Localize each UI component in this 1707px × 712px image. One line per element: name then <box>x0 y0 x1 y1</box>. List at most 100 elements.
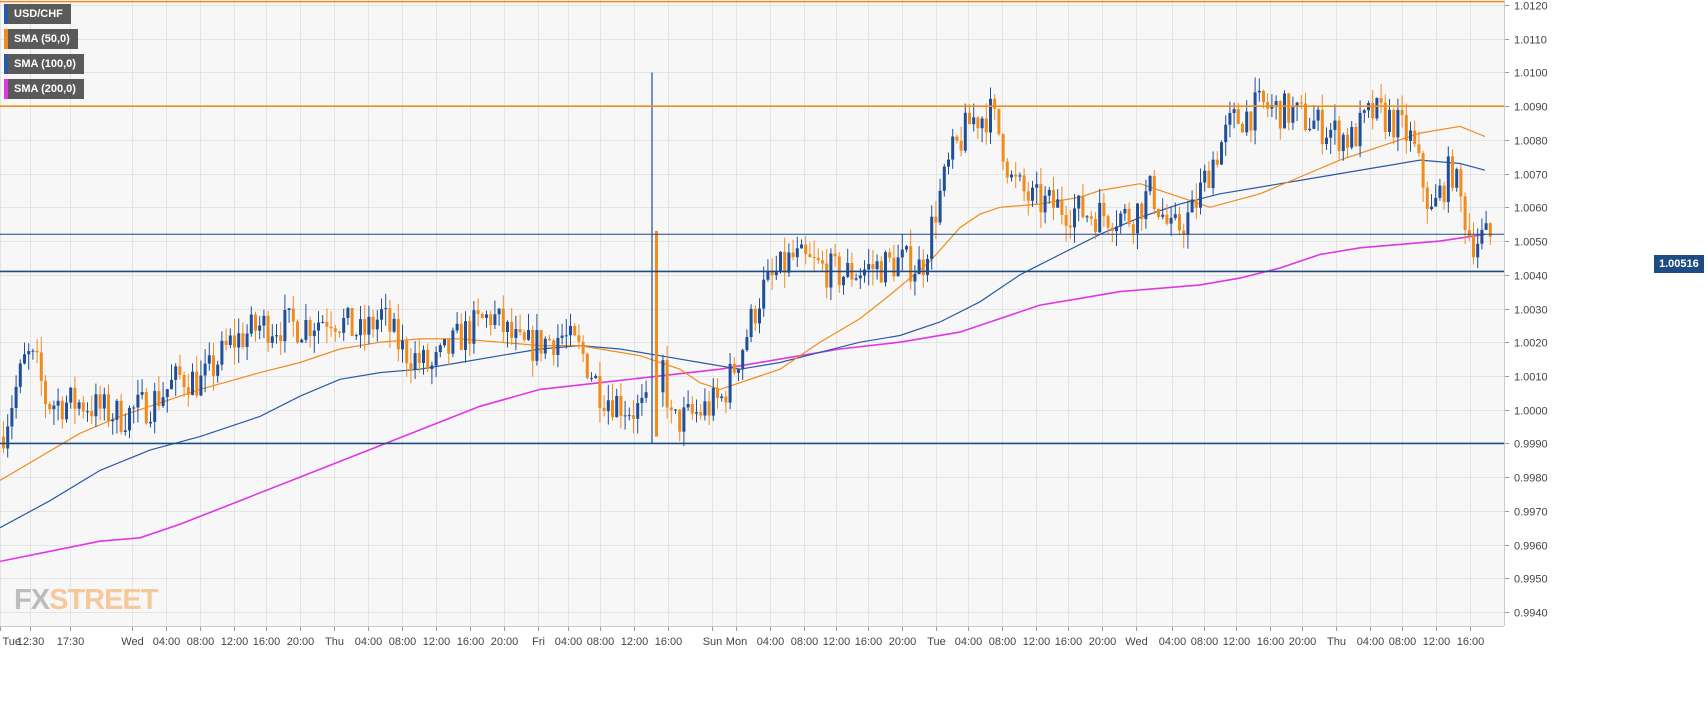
candle-up <box>606 400 610 412</box>
candle-down <box>678 409 682 432</box>
candle-up <box>1257 90 1261 93</box>
candle-up <box>947 159 950 167</box>
candle-up <box>1430 206 1433 210</box>
candle-down <box>892 257 896 277</box>
candle-down <box>1413 130 1417 145</box>
candle-down <box>308 319 312 337</box>
candle-down <box>396 318 400 350</box>
candle-down <box>955 136 959 141</box>
legend-swatch <box>4 4 8 24</box>
candle-down <box>186 387 190 395</box>
candle-down <box>1178 214 1181 231</box>
x-tick-label: 16:00 <box>855 636 883 648</box>
candle-up <box>1190 199 1194 213</box>
candle-down <box>665 360 669 408</box>
candle-up <box>174 366 178 380</box>
candle-up <box>1228 113 1232 125</box>
candle-up <box>455 323 459 331</box>
candle-up <box>191 371 194 395</box>
candle-up <box>464 321 467 350</box>
candle-down <box>1442 185 1446 203</box>
candle-down <box>279 335 283 342</box>
candle-down <box>1127 208 1131 225</box>
candle-down <box>1102 202 1106 217</box>
candle-up <box>300 339 304 343</box>
fxstreet-logo: FXSTREET <box>14 584 158 617</box>
candle-down <box>107 394 110 422</box>
candle-up <box>359 319 362 336</box>
candle-up <box>682 407 686 432</box>
candle-up <box>451 330 455 354</box>
candle-down <box>371 316 375 330</box>
candle-up <box>342 318 346 333</box>
candle-up <box>220 340 224 365</box>
candle-up <box>1010 174 1013 178</box>
candle-down <box>426 349 430 370</box>
candle-up <box>703 401 707 416</box>
candle-down <box>921 259 925 276</box>
candle-up <box>930 216 934 260</box>
candle-up <box>304 319 308 340</box>
candle-up <box>422 349 425 364</box>
candle-up <box>1119 213 1123 227</box>
candle-up <box>497 308 501 315</box>
candle-down <box>573 325 577 336</box>
candle-up <box>846 262 850 277</box>
x-tick-label: 16:00 <box>655 636 683 648</box>
candle-up <box>438 345 442 353</box>
candle-down <box>1417 144 1421 154</box>
candle-up <box>900 249 904 258</box>
candle-up <box>745 337 749 351</box>
candle-down <box>833 253 837 257</box>
candle-down <box>632 415 635 419</box>
y-tick-label: 1.0010 <box>1514 372 1548 384</box>
legend-item-symbol[interactable]: USD/CHF <box>4 4 84 24</box>
candle-down <box>585 353 589 379</box>
candle-up <box>165 389 169 398</box>
candle-down <box>984 118 988 133</box>
candle-up <box>317 322 320 331</box>
candle-down <box>1392 109 1396 138</box>
candle-up <box>1018 175 1022 177</box>
y-tick-label: 1.0000 <box>1514 406 1548 418</box>
y-tick-label: 0.9990 <box>1514 439 1548 451</box>
x-tick-label: Wed <box>121 636 143 648</box>
candle-up <box>149 421 152 424</box>
candle-up <box>1350 126 1354 148</box>
candle-up <box>392 318 396 332</box>
candle-up <box>6 426 10 449</box>
candle-down <box>144 392 148 424</box>
x-tick-label: Fri <box>532 636 545 648</box>
candle-up <box>1375 97 1379 119</box>
candle-down <box>447 338 451 354</box>
candle-down <box>350 307 354 337</box>
x-tick-label: 04:00 <box>1159 636 1187 648</box>
candle-down <box>254 314 257 331</box>
candle-up <box>590 377 593 379</box>
candle-down <box>266 315 270 343</box>
candle-up <box>1396 109 1400 138</box>
candle-up <box>275 335 278 337</box>
legend-item-sma50[interactable]: SMA (50,0) <box>4 29 84 49</box>
candle-up <box>1043 195 1047 213</box>
candle-up <box>728 363 732 403</box>
candle-up <box>640 397 644 404</box>
y-tick-label: 1.0110 <box>1514 35 1547 47</box>
candle-up <box>636 403 640 419</box>
candle-down <box>619 396 623 416</box>
legend-item-sma100[interactable]: SMA (100,0) <box>4 54 84 74</box>
candle-down <box>1094 218 1097 233</box>
candle-down <box>997 108 1001 135</box>
candle-up <box>128 407 131 431</box>
candle-down <box>531 329 535 361</box>
x-tick-label: 16:00 <box>1055 636 1083 648</box>
legend-item-sma200[interactable]: SMA (200,0) <box>4 79 84 99</box>
candle-down <box>522 332 526 340</box>
candle-down <box>1026 191 1030 201</box>
candle-up <box>1480 229 1484 244</box>
candle-up <box>711 387 715 416</box>
x-tick-label: 04:00 <box>355 636 383 648</box>
x-tick-label: 08:00 <box>791 636 819 648</box>
candle-down <box>1157 209 1160 217</box>
candle-up <box>506 321 509 332</box>
